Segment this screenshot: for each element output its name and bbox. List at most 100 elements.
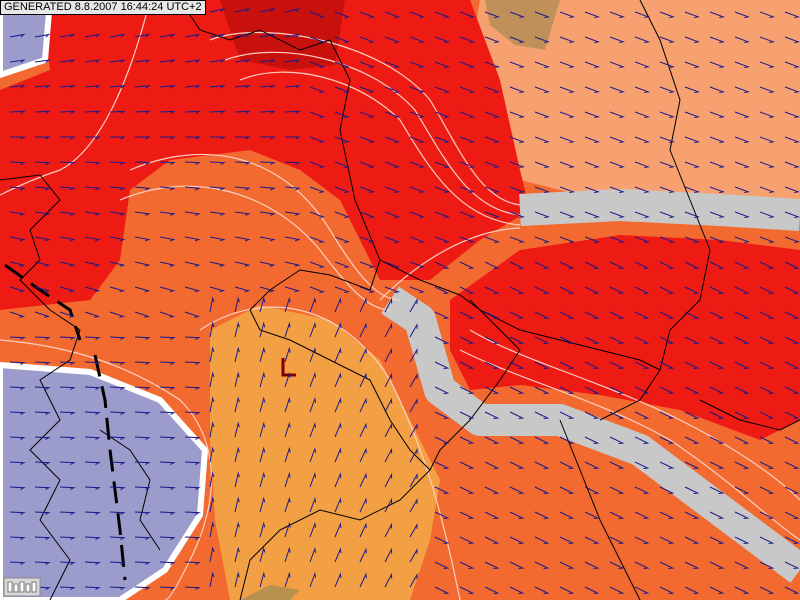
wind-arrow — [209, 471, 215, 488]
light-orange-field — [210, 305, 440, 600]
wind-arrow — [609, 86, 626, 94]
wind-arrow — [609, 411, 625, 419]
wind-arrow — [309, 36, 326, 44]
wind-arrow — [109, 136, 126, 140]
wind-arrow — [459, 161, 476, 169]
wind-arrow — [634, 86, 651, 94]
wind-arrow — [509, 361, 525, 369]
wind-arrow — [209, 546, 215, 563]
wind-arrow — [184, 361, 201, 366]
wind-arrow — [234, 59, 251, 63]
wind-arrow — [409, 236, 426, 244]
wind-arrow — [59, 386, 76, 391]
wind-arrow — [484, 486, 500, 494]
wind-arrow — [259, 296, 266, 313]
wind-arrow — [184, 186, 201, 191]
wind-arrow — [134, 286, 151, 293]
wind-arrow — [759, 436, 775, 444]
wind-arrow — [309, 111, 326, 119]
wind-arrow — [59, 436, 76, 441]
wind-arrow — [584, 286, 600, 294]
wind-arrow — [484, 36, 501, 44]
wind-arrow — [459, 361, 475, 369]
wind-arrow — [759, 336, 775, 344]
wind-arrow — [59, 586, 76, 591]
wind-arrow — [784, 186, 800, 194]
wind-arrow — [609, 111, 626, 119]
wind-arrow — [684, 36, 701, 44]
wind-arrow — [659, 436, 675, 444]
wind-arrow — [259, 571, 266, 588]
wind-arrow — [9, 186, 26, 191]
wind-arrow — [534, 536, 550, 544]
wind-arrow — [134, 336, 151, 341]
wind-arrow — [259, 161, 276, 165]
wind-arrow — [209, 110, 226, 114]
wind-arrow — [184, 85, 201, 89]
wind-arrow — [709, 411, 725, 419]
wind-arrow — [159, 311, 176, 318]
wind-arrow — [284, 321, 291, 338]
wind-arrow — [284, 521, 291, 538]
wind-arrow — [784, 261, 800, 269]
wind-arrow — [34, 110, 51, 114]
wind-arrow — [409, 573, 418, 588]
wind-arrow — [9, 486, 26, 491]
wind-arrow — [609, 486, 625, 494]
wind-arrow — [534, 11, 551, 19]
wind-arrow — [234, 211, 251, 216]
wind-arrow — [109, 411, 126, 416]
wind-arrow — [634, 486, 650, 494]
wind-arrow — [784, 361, 800, 369]
wind-arrow — [709, 186, 726, 194]
wind-arrow — [534, 486, 550, 494]
wind-arrow — [59, 311, 76, 318]
wind-arrow — [734, 86, 751, 94]
wind-arrow — [9, 436, 26, 441]
wind-arrow — [34, 211, 51, 216]
wind-arrow — [659, 61, 676, 69]
border — [559, 419, 641, 600]
wind-arrow — [9, 33, 26, 38]
wind-arrow — [659, 11, 676, 19]
wind-arrow — [609, 386, 625, 394]
wind-arrow — [734, 236, 751, 244]
wind-arrow — [384, 61, 401, 69]
wind-arrow — [134, 211, 151, 216]
wind-arrow — [634, 336, 650, 344]
wind-arrow — [584, 336, 600, 344]
wind-arrow — [409, 548, 418, 563]
wind-arrow — [709, 486, 725, 494]
wind-arrow — [209, 85, 226, 89]
wind-arrow — [634, 536, 650, 544]
wind-arrow — [59, 236, 76, 242]
wind-arrow — [284, 261, 301, 267]
wind-arrow — [509, 311, 525, 319]
wind-arrow — [659, 286, 675, 294]
wind-arrow — [484, 536, 500, 544]
wind-arrow — [59, 461, 76, 466]
wind-arrow — [584, 561, 600, 569]
wind-arrow — [184, 511, 201, 516]
wind-arrow — [609, 236, 626, 244]
wind-arrow — [734, 261, 750, 269]
wind-arrow — [34, 361, 51, 366]
wind-arrow — [784, 236, 800, 244]
wind-arrow — [509, 436, 525, 444]
wind-arrow — [234, 85, 251, 89]
wind-arrow — [334, 186, 351, 194]
wind-arrow — [284, 296, 291, 313]
wind-arrow — [209, 261, 226, 267]
wind-arrow — [134, 461, 151, 466]
wind-arrow — [584, 186, 601, 194]
wind-arrow — [334, 111, 351, 119]
wind-arrow — [734, 11, 751, 19]
wind-arrow — [334, 522, 342, 538]
wind-arrow — [784, 311, 800, 319]
wind-arrow — [709, 311, 725, 319]
wind-arrow — [509, 61, 526, 69]
wind-arrow — [784, 486, 800, 494]
